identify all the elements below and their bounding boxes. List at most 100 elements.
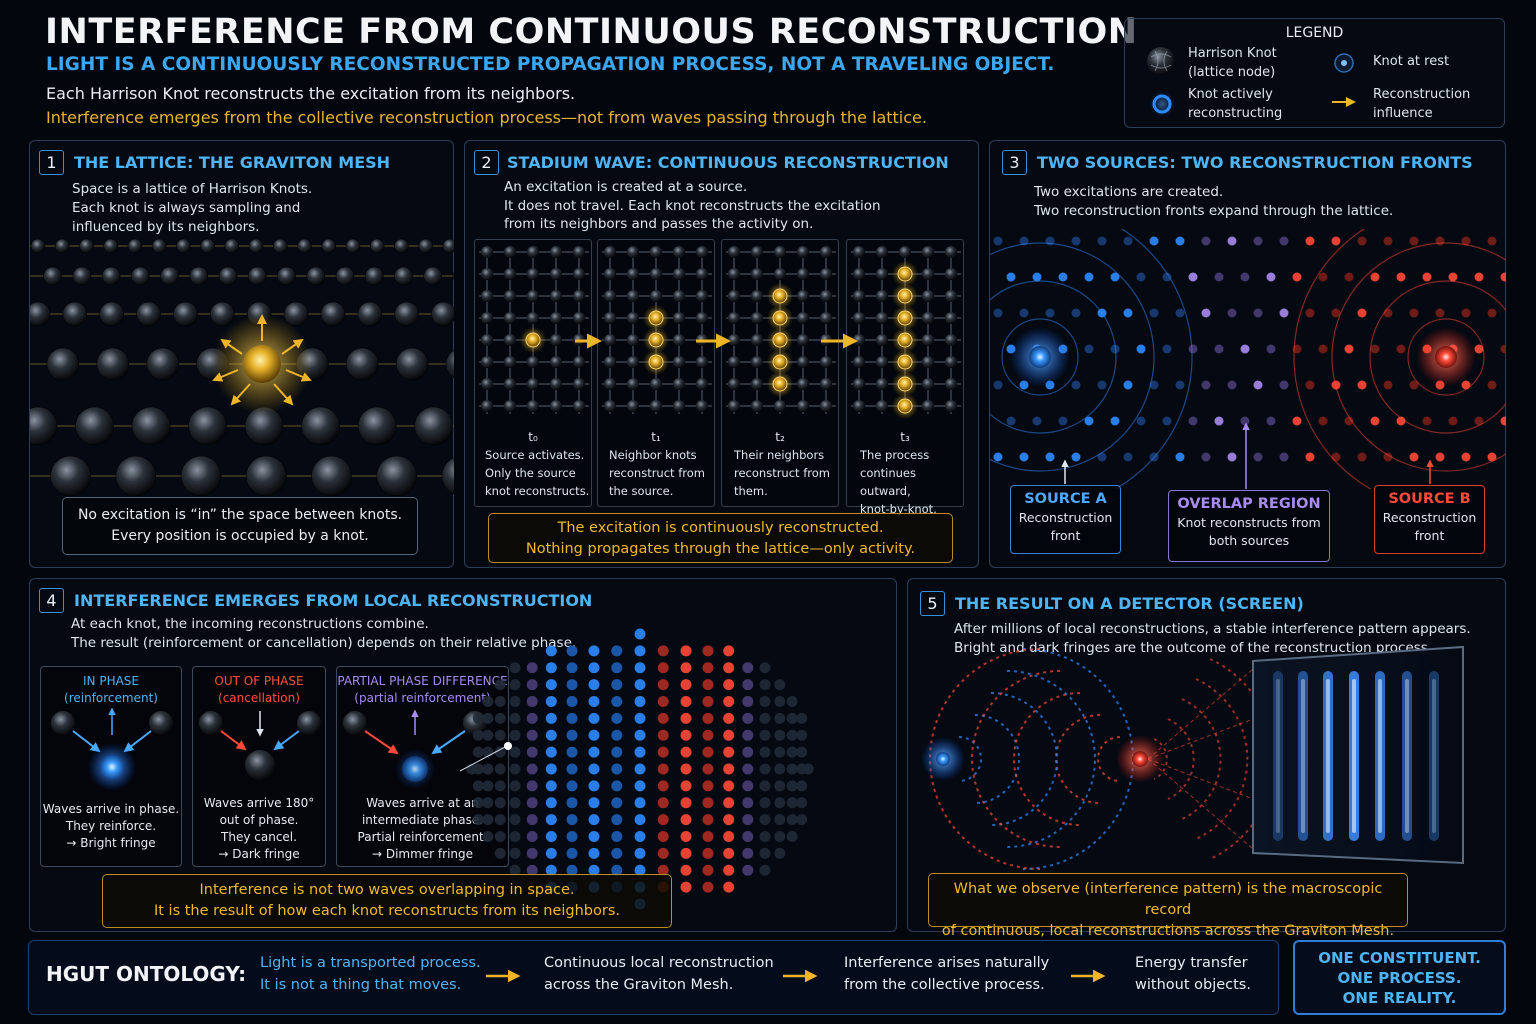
lattice-knot [441,457,454,495]
rest-knot [481,356,493,368]
rest-knot [604,378,616,390]
rest-knot [527,400,539,412]
page-subtitle: LIGHT IS A CONTINUOUSLY RECONSTRUCTED PR… [46,54,1055,75]
mesh-knot [1474,344,1484,354]
sphere-knot [796,814,808,826]
mesh-knot [1136,344,1146,354]
rest-knot [774,400,786,412]
red-front [1209,658,1276,860]
case-title: OUT OF PHASE (cancellation) [214,674,304,705]
sphere-knot [702,746,714,758]
rest-knot [945,356,957,368]
sphere-knot [742,864,754,876]
rest-knot [696,290,708,302]
case-description: Waves arrive 180° out of phase. They can… [203,796,315,861]
rest-knot [820,268,832,280]
rest-knot [627,334,639,346]
sphere-knot [482,763,494,775]
sphere-knot [526,662,538,674]
sphere-knot [742,814,754,826]
rest-knot [751,312,763,324]
rest-knot [481,246,493,258]
rest-knot [604,290,616,302]
mesh-knot [1136,416,1146,426]
sphere-knot [657,814,669,826]
mesh-knot [1045,452,1055,462]
mesh-knot [1396,344,1406,354]
rest-knot [673,268,685,280]
rest-knot [797,378,809,390]
panel-number: 1 [39,150,64,175]
sphere-knot [611,831,623,842]
sphere-knot [509,729,521,741]
rest-knot [853,268,865,280]
sphere-knot [723,864,735,876]
mesh-knot [1487,308,1497,318]
rest-knot [550,356,562,368]
mesh-knot [1240,344,1250,354]
step-description: The process continues outward, knot-by-k… [860,448,937,516]
rest-knot [627,356,639,368]
motto-box: ONE CONSTITUENT. ONE PROCESS. ONE REALIT… [1293,940,1506,1015]
rest-knot [945,378,957,390]
sphere-knot [545,814,557,826]
sphere-knot [680,814,692,826]
legend-label-active: Knot actively reconstructing [1188,87,1283,121]
rest-knot [550,246,562,258]
rest-knot [728,334,740,346]
partial-phase-diagram [343,709,487,789]
mesh-knot [1006,272,1016,282]
lattice-knot [395,347,429,381]
rest-knot [945,334,957,346]
sphere-knot [634,814,646,826]
sphere-knot [786,831,798,842]
sphere-knot [742,797,754,809]
mesh-knot [1318,272,1328,282]
sphere-knot [566,712,578,724]
rest-knot [797,334,809,346]
lattice-knot [283,301,309,327]
mesh-knot [1461,380,1471,390]
sphere-knot [526,712,538,724]
source-b-front [1293,229,1372,489]
mesh-knot [1279,380,1289,390]
sphere-knot [702,712,714,724]
red-front [971,670,1061,848]
sphere-knot [482,712,494,724]
sphere-knot [545,712,557,724]
sphere-knot [634,864,646,876]
step-label: t₀ [528,430,538,444]
sphere-knot [742,662,754,674]
sphere-knot [759,746,771,758]
footer-arrow-icon [783,969,818,983]
active-knot [897,310,913,326]
sphere-knot [482,831,494,842]
sphere-knot [611,729,623,741]
sphere-knot [680,679,692,691]
rest-knot [650,378,662,390]
lattice-knot [75,406,114,446]
active-knot [525,332,541,348]
sphere-knot [588,662,600,674]
sphere-knot [611,679,623,691]
footer-step-2: Continuous local reconstruction across t… [544,955,774,993]
mesh-knot [1253,236,1263,246]
lattice-knot [224,238,240,254]
rest-knot [876,378,888,390]
sphere-knot [545,763,557,775]
rest-knot [820,290,832,302]
mesh-knot [1006,416,1016,426]
sphere-knot [472,797,484,809]
sphere-knot [759,814,771,826]
source-a-front [1001,318,1079,396]
lattice-knot [79,238,94,254]
rest-knot [550,378,562,390]
mesh-knot [1149,380,1159,390]
footer-arrow-icon [486,969,521,983]
rest-knot [922,312,934,324]
mesh-knot [1292,416,1302,426]
rest-knot [728,378,740,390]
step-label: t₁ [651,430,661,444]
panel-description: After millions of local reconstructions,… [954,621,1471,656]
mesh-knot [1474,416,1484,426]
